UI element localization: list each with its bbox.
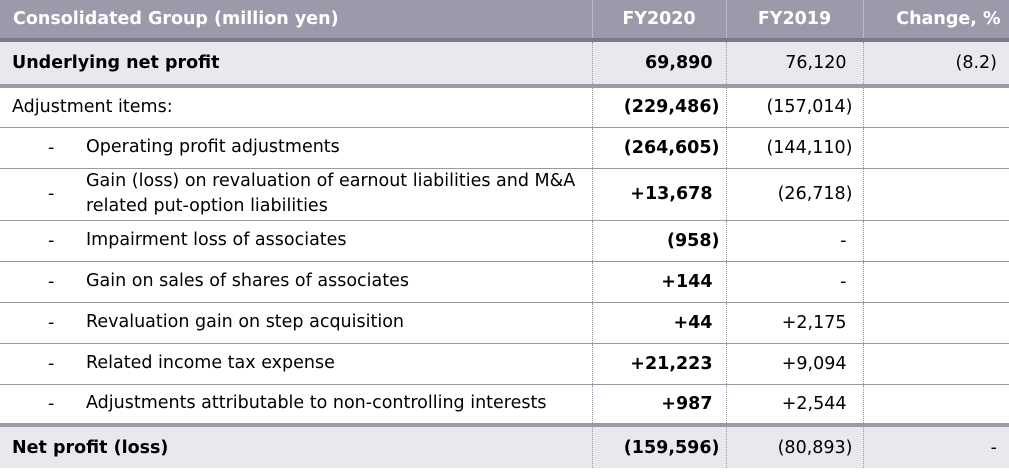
table-row: - Impairment loss of associates (958) - [0,220,1009,262]
row-label: Adjustments attributable to non-controll… [86,393,547,414]
row-label: Impairment loss of associates [86,230,347,250]
bullet-dash: - [48,230,55,251]
table-header-row: Consolidated Group (million yen) FY2020 … [0,0,1009,42]
change-value [863,343,1009,385]
net-profit-row: Net profit (loss) (159,596) (80,893) - [0,423,1009,468]
row-label: Operating profit adjustments [86,137,340,157]
fy2020-value: (958) [592,220,727,262]
header-label: Consolidated Group (million yen) [0,0,593,42]
fy2019-value: +2,175 [726,302,864,344]
bullet-dash: - [48,137,55,158]
table-row: - Gain (loss) on revaluation of earnout l… [0,168,1009,221]
change-value [863,302,1009,344]
change-value [863,220,1009,262]
table-row: - Adjustments attributable to non-control… [0,384,1009,426]
row-label: Gain (loss) on revaluation of earnout li… [86,171,576,216]
fy2019-value: (157,014) [726,86,864,128]
table-row: - Revaluation gain on step acquisition +4… [0,302,1009,344]
header-fy2019: FY2019 [726,0,864,42]
bullet-dash: - [48,393,55,414]
change-value: (8.2) [863,40,1009,88]
fy2019-value: - [726,220,864,262]
fy2019-value: 76,120 [726,40,864,88]
bullet-dash: - [48,353,55,374]
row-label: Adjustment items: [0,86,593,128]
header-change: Change, % [863,0,1009,42]
table-row: - Related income tax expense +21,223 +9,0… [0,343,1009,385]
change-value [863,261,1009,303]
fy2019-value: +2,544 [726,384,864,426]
change-value: - [863,423,1009,468]
row-label: Gain on sales of shares of associates [86,271,409,291]
fy2020-value: (229,486) [592,86,727,128]
underlying-net-profit-row: Underlying net profit 69,890 76,120 (8.2… [0,40,1009,88]
fy2020-value: +44 [592,302,727,344]
bullet-dash: - [48,312,55,333]
bullet-dash: - [48,184,55,204]
change-value [863,86,1009,128]
change-value [863,384,1009,426]
fy2019-value: +9,094 [726,343,864,385]
fy2020-value: +21,223 [592,343,727,385]
change-value [863,127,1009,169]
change-value [863,168,1009,221]
fy2020-value: +987 [592,384,727,426]
table-row: - Operating profit adjustments (264,605) … [0,127,1009,169]
bullet-dash: - [48,271,55,292]
table-row: - Gain on sales of shares of associates +… [0,261,1009,303]
fy2020-value: 69,890 [592,40,727,88]
adjustment-items-row: Adjustment items: (229,486) (157,014) [0,86,1009,128]
fy2019-value: (80,893) [726,423,864,468]
fy2019-value: (26,718) [726,168,864,221]
fy2020-value: +13,678 [592,168,727,221]
row-label: Underlying net profit [0,40,593,88]
row-label: Related income tax expense [86,353,335,373]
fy2020-value: (159,596) [592,423,727,468]
header-fy2020: FY2020 [592,0,727,42]
fy2019-value: - [726,261,864,303]
fy2019-value: (144,110) [726,127,864,169]
row-label: Revaluation gain on step acquisition [86,312,405,332]
fy2020-value: +144 [592,261,727,303]
row-label: Net profit (loss) [0,423,593,468]
fy2020-value: (264,605) [592,127,727,169]
